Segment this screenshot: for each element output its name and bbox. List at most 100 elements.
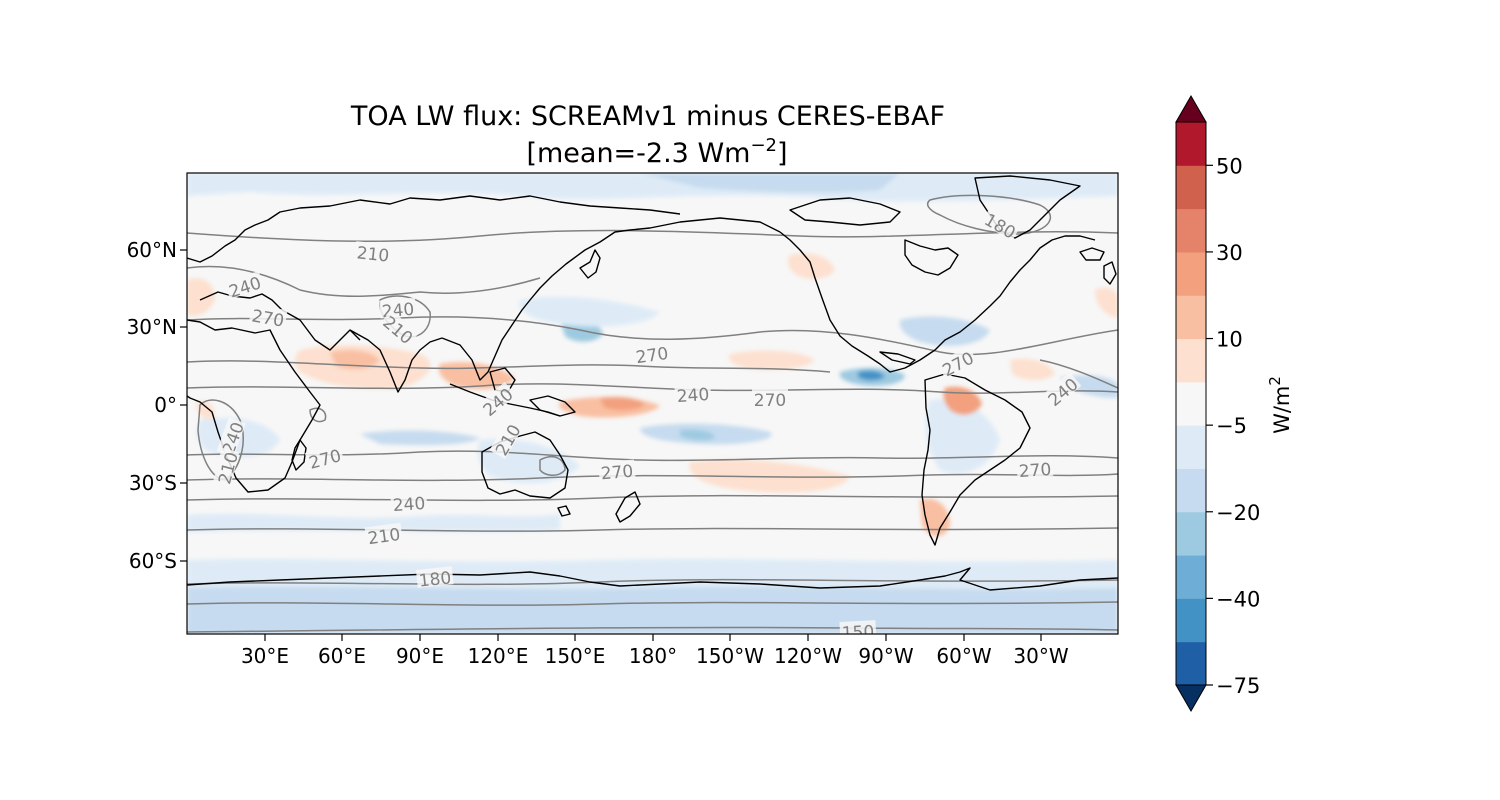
colorbar-frame bbox=[1175, 121, 1207, 686]
lat-tick-label: 60°S bbox=[129, 549, 177, 573]
contour-label: 270 bbox=[600, 462, 634, 485]
colorbar-tick-label: 10 bbox=[1216, 328, 1243, 352]
coastline-east-asia bbox=[441, 217, 781, 381]
colorbar-tick-label: −40 bbox=[1216, 587, 1260, 611]
lat-tick-label: 30°S bbox=[129, 471, 177, 495]
coastline-arctic-islands bbox=[789, 197, 901, 226]
coastline-mediterranean bbox=[199, 291, 283, 311]
colorbar-swatch bbox=[1176, 208, 1206, 253]
lon-tick-label: 60°W bbox=[936, 644, 991, 668]
lat-tick-label: 30°N bbox=[127, 315, 177, 339]
lon-tick-label: 120°E bbox=[468, 644, 529, 668]
contour-label: 270 bbox=[1018, 460, 1052, 482]
coastline-japan bbox=[579, 249, 601, 279]
colorbar-tick-label: −5 bbox=[1216, 414, 1247, 438]
contour-label-group: 240 bbox=[674, 382, 712, 407]
contour-label-group: 150 bbox=[839, 620, 877, 644]
colorbar-swatch bbox=[1176, 251, 1206, 296]
lat-tick-label: 60°N bbox=[127, 238, 177, 262]
contour-label-knockout bbox=[1042, 372, 1082, 409]
contour-label-knockout bbox=[364, 522, 403, 546]
coastline-caribbean bbox=[879, 351, 916, 365]
lon-tick-label: 90°E bbox=[396, 644, 444, 668]
contour-label-knockout bbox=[354, 241, 393, 263]
contour-label-group: 210 bbox=[364, 522, 403, 549]
contour-label-knockout bbox=[249, 304, 288, 329]
lon-tick-label: 90°W bbox=[858, 644, 913, 668]
contour-label-knockout bbox=[598, 459, 636, 481]
contour-label-knockout bbox=[752, 389, 788, 407]
contour-label-knockout bbox=[674, 382, 712, 404]
coastline-south-america bbox=[921, 373, 1031, 546]
lon-tick-label: 150°W bbox=[696, 644, 764, 668]
coastline-tasmania bbox=[557, 505, 571, 517]
contour-label: 210 bbox=[367, 525, 402, 549]
coastline-new-guinea bbox=[529, 395, 576, 417]
contour-label: 180 bbox=[418, 568, 452, 591]
colorbar-tick-label: 50 bbox=[1216, 154, 1243, 178]
flux-contours bbox=[187, 194, 1118, 633]
colorbar-label: W/m2 bbox=[1266, 376, 1294, 434]
contour-label-knockout bbox=[980, 207, 1022, 242]
colorbar-swatch bbox=[1176, 425, 1206, 469]
coastline-iceland bbox=[1079, 247, 1105, 261]
lon-tick-label: 30°W bbox=[1013, 644, 1068, 668]
lon-tick-label: 120°W bbox=[774, 644, 842, 668]
colorbar-tick-label: 30 bbox=[1216, 241, 1243, 265]
colorbar-swatch bbox=[1176, 338, 1206, 383]
colorbar-swatch bbox=[1176, 122, 1206, 166]
colorbar-swatch bbox=[1176, 641, 1206, 686]
colorbar-tick-label: −20 bbox=[1216, 501, 1260, 525]
contour-label-knockout bbox=[839, 620, 877, 634]
contour-label: 270 bbox=[635, 344, 670, 368]
contour-label-knockout bbox=[415, 566, 454, 588]
coastline-uk bbox=[1103, 261, 1117, 285]
coastline-north-america bbox=[779, 231, 1096, 373]
contour-label-knockout bbox=[390, 491, 428, 513]
contour-label-group: 240 bbox=[390, 491, 428, 516]
contour-label: 240 bbox=[392, 494, 426, 516]
coastline-madagascar bbox=[291, 439, 307, 471]
lon-tick-label: 30°E bbox=[241, 644, 289, 668]
contour-label-knockout bbox=[632, 341, 671, 365]
coastline-antarctica bbox=[187, 567, 1118, 591]
colorbar-tick-label: −75 bbox=[1216, 674, 1260, 698]
contour-label: 150 bbox=[841, 622, 874, 644]
colorbar-ticks: −75 −40 −20 −5 10 30 50 bbox=[1206, 154, 1260, 698]
contour-label-knockout bbox=[489, 418, 524, 460]
map-title: TOA LW flux: SCREAMv1 minus CERES-EBAF bbox=[350, 101, 945, 132]
colorbar-swatch bbox=[1176, 511, 1206, 556]
colorbar-swatch bbox=[1176, 555, 1206, 599]
contour-label-knockout bbox=[379, 310, 419, 347]
coastline-india bbox=[349, 329, 443, 393]
coastline-hudson-bay bbox=[904, 239, 959, 276]
latitude-ticks: 60°N 30°N 0° 30°S 60°S bbox=[127, 238, 187, 573]
colorbar-under-extend bbox=[1175, 684, 1207, 713]
lat-tick-label: 0° bbox=[154, 393, 177, 417]
longitude-ticks: 30°E 60°E 90°E 120°E 150°E 180° 150°W 120°W 90°W… bbox=[241, 634, 1069, 668]
contour-label-knockout bbox=[304, 443, 345, 471]
contour-label-group: 270 bbox=[1016, 457, 1054, 482]
contour-label-group: 210 bbox=[354, 241, 393, 267]
contour-label-knockout bbox=[216, 417, 246, 458]
coastline-europe bbox=[187, 195, 681, 263]
contour-label: 240 bbox=[676, 385, 710, 407]
coastline-new-zealand bbox=[615, 491, 641, 523]
contour-label-knockout bbox=[224, 270, 265, 300]
coastline-borneo bbox=[489, 367, 516, 393]
colorbar bbox=[1175, 94, 1207, 713]
colorbar-swatch bbox=[1176, 381, 1206, 426]
contour-label-group: 270 bbox=[752, 389, 788, 411]
colorbar-swatch bbox=[1176, 598, 1206, 643]
map-subtitle: [mean=-2.3 Wm−2] bbox=[526, 135, 787, 169]
contour-label-knockout bbox=[379, 297, 417, 319]
contour-label-group: 180 bbox=[415, 566, 454, 592]
colorbar-swatch bbox=[1176, 468, 1206, 513]
contour-label-knockout bbox=[936, 345, 978, 379]
contour-label-knockout bbox=[477, 382, 517, 419]
contour-label-group: 270 bbox=[632, 341, 671, 368]
contour-label-group: 270 bbox=[598, 459, 636, 484]
colorbar-swatch bbox=[1176, 165, 1206, 210]
